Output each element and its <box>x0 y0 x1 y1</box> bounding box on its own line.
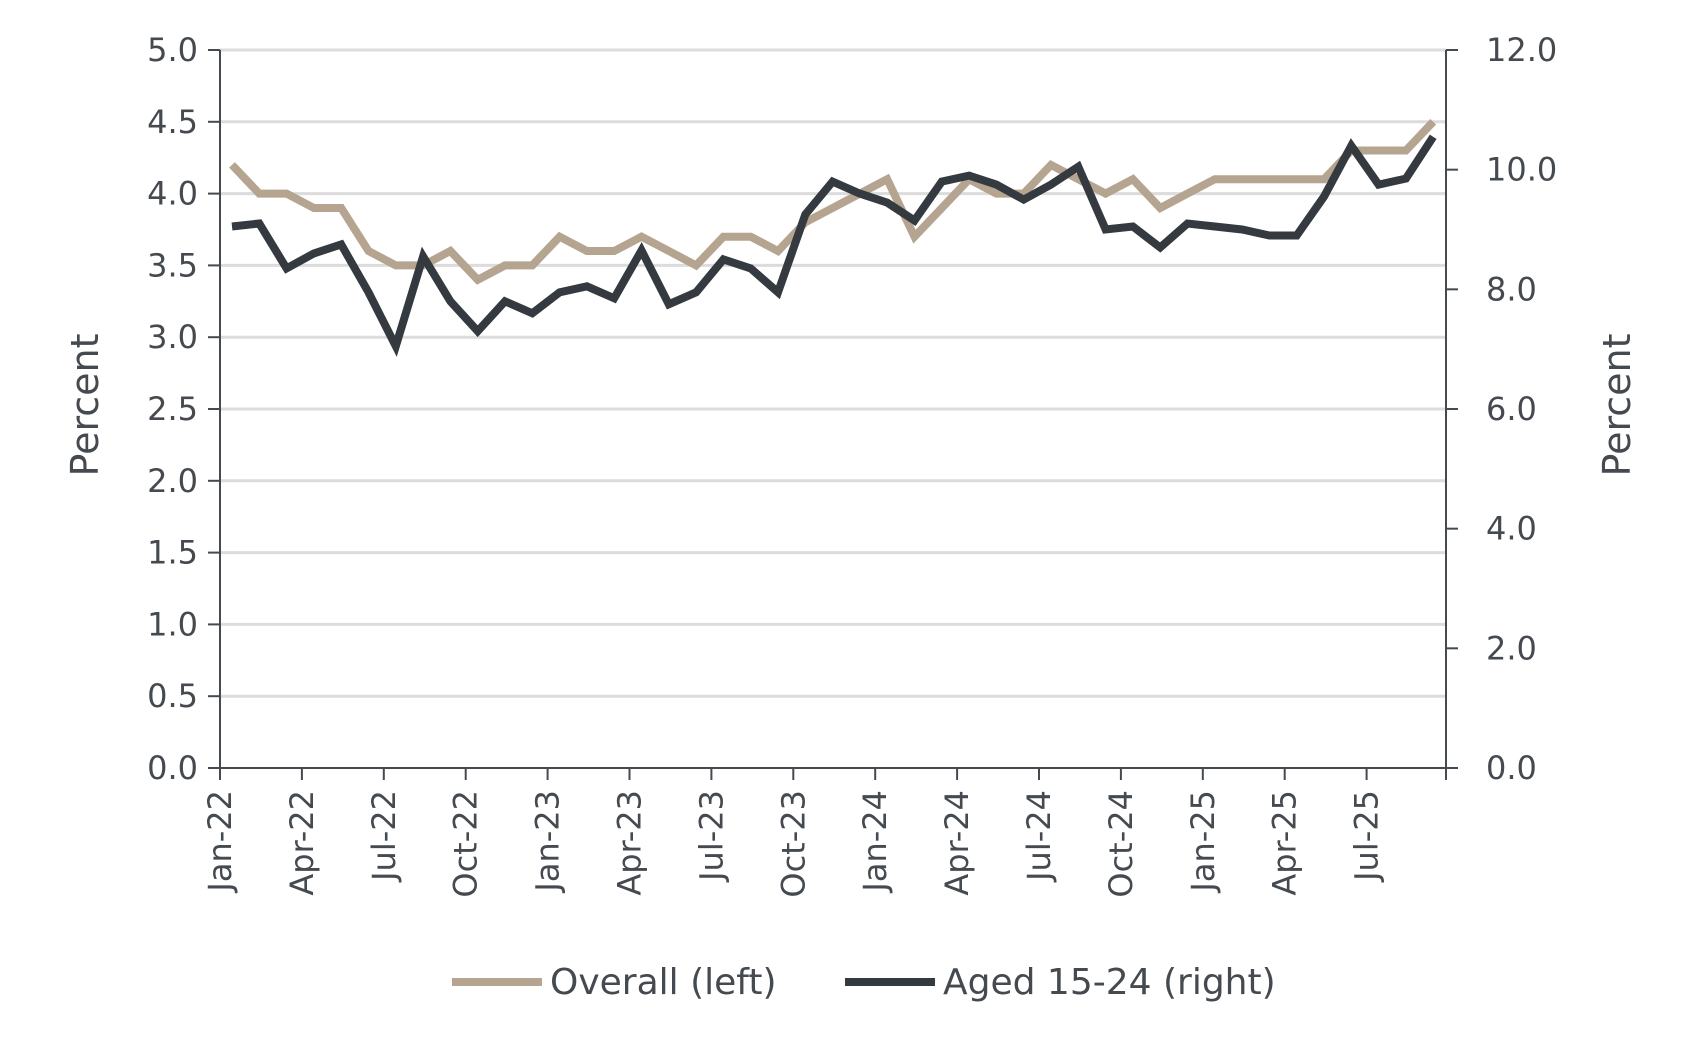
right-tick-label: 10.0 <box>1486 151 1557 189</box>
x-tick-label: Jul-24 <box>1020 790 1058 883</box>
right-tick-label: 4.0 <box>1486 510 1537 548</box>
gridlines <box>220 48 1446 698</box>
left-tick-label: 3.0 <box>147 318 198 356</box>
left-tick-label: 1.5 <box>147 534 198 572</box>
x-tick-label: Apr-24 <box>938 790 976 896</box>
series-line-aged-15-24 <box>231 134 1437 357</box>
x-tick-label: Oct-23 <box>774 790 812 898</box>
right-axis-title: Percent <box>1595 334 1639 477</box>
x-tick-label: Apr-25 <box>1266 790 1304 896</box>
left-tick-label: 1.0 <box>147 605 198 643</box>
x-tick-label: Jul-25 <box>1348 790 1386 883</box>
right-tick-label: 0.0 <box>1486 749 1537 787</box>
left-tick-label: 2.0 <box>147 462 198 500</box>
x-tick-label: Oct-22 <box>447 790 485 898</box>
left-tick-label: 4.0 <box>147 175 198 213</box>
left-tick-label: 4.5 <box>147 103 198 141</box>
right-tick-label: 8.0 <box>1486 270 1537 308</box>
x-tick-label: Jan-23 <box>529 790 567 894</box>
x-tick-label: Oct-24 <box>1102 790 1140 898</box>
axes: 0.0 0.5 1.0 1.5 2.0 2.5 3.0 3.5 4.0 4.5 5.0 0.0 2.0 4… <box>147 31 1557 898</box>
x-tick-label: Jul-22 <box>365 790 403 883</box>
right-tick-label: 2.0 <box>1486 629 1537 667</box>
legend-label-overall: Overall (left) <box>550 962 777 1003</box>
x-tick-label: Jul-23 <box>692 790 730 883</box>
x-tick-label: Jan-25 <box>1184 790 1222 894</box>
left-tick-label: 2.5 <box>147 390 198 428</box>
left-tick-label: 3.5 <box>147 246 198 284</box>
x-tick-label: Jan-22 <box>201 790 239 894</box>
left-tick-label: 5.0 <box>147 31 198 69</box>
right-tick-label: 12.0 <box>1486 31 1557 69</box>
legend-label-aged: Aged 15-24 (right) <box>943 962 1276 1003</box>
x-tick-label: Jan-24 <box>856 790 894 894</box>
left-tick-label: 0.0 <box>147 749 198 787</box>
legend: Overall (left) Aged 15-24 (right) <box>452 962 1276 1003</box>
series-lines <box>229 119 1437 357</box>
series-line-overall <box>229 119 1437 285</box>
x-tick-label: Apr-23 <box>611 790 649 896</box>
left-tick-label: 0.5 <box>147 677 198 715</box>
left-axis-title: Percent <box>63 334 107 477</box>
x-tick-label: Apr-22 <box>283 790 321 896</box>
right-tick-label: 6.0 <box>1486 390 1537 428</box>
